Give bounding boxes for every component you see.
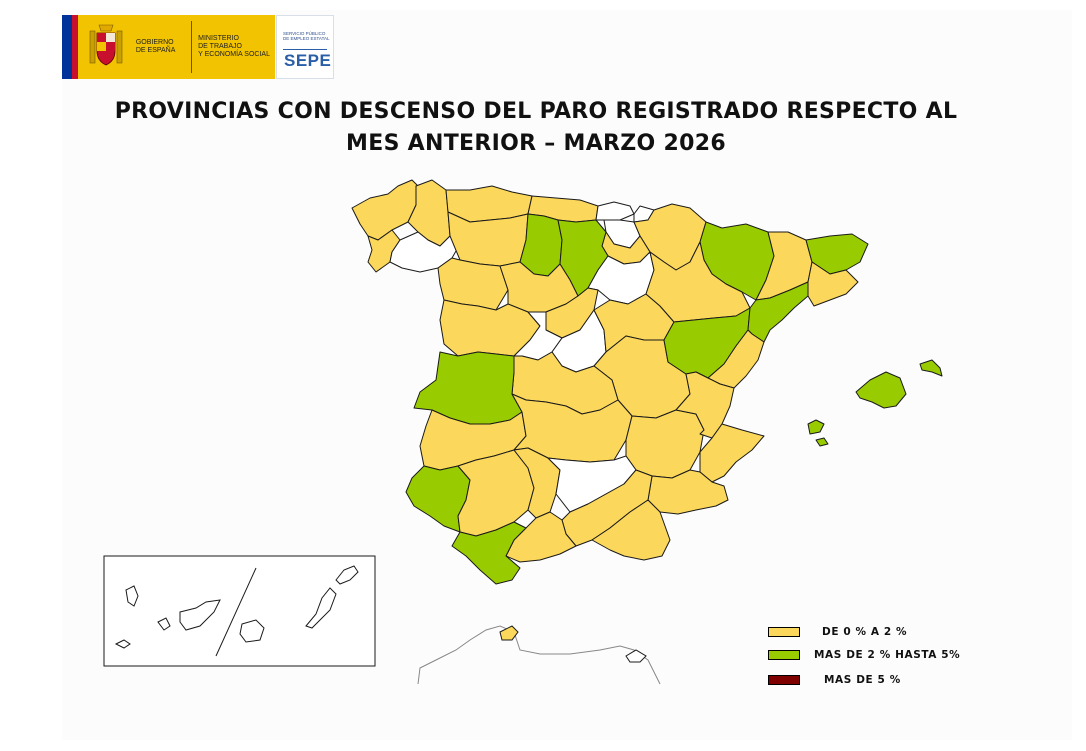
gov-line2: DE ESPAÑA (135, 47, 176, 54)
legend-label-low: DE 0 % A 2 % (822, 626, 908, 638)
coat-of-arms-icon (86, 21, 126, 73)
logo-divider (191, 21, 193, 73)
legend-swatch-low (768, 627, 800, 637)
province-cadiz (451, 521, 527, 585)
legend-item-low: DE 0 % A 2 % (768, 626, 907, 638)
ministry-line2: DE TRABAJO (198, 43, 242, 50)
island-la-gomera (157, 617, 171, 631)
province-zamora (437, 257, 509, 311)
title-line1: PROVINCIAS CON DESCENSO DEL PARO REGISTR… (114, 99, 958, 124)
province-zaragoza (645, 241, 751, 323)
government-text: GOBIERNO DE ESPAÑA (136, 39, 185, 55)
eu-flag-strip (62, 15, 78, 79)
government-logo: GOBIERNO DE ESPAÑA MINISTERIO DE TRABAJO… (62, 15, 275, 79)
sepe-brand: SEPE (284, 51, 332, 70)
sepe-small-line1: SERVICIO PÚBLICO (283, 31, 326, 36)
province-bizkaia (595, 201, 635, 221)
sepe-logo: SERVICIO PÚBLICO DE EMPLEO ESTATAL SEPE (276, 15, 334, 79)
province-a-coruna (351, 179, 421, 241)
legend-label-mid: MAS DE 2 % HASTA 5% (814, 649, 961, 661)
island-el-hierro (114, 639, 131, 649)
province-ciudad-real (511, 393, 633, 463)
island-formentera (815, 437, 829, 447)
africa-coastline (417, 625, 661, 685)
canary-islands-inset (103, 555, 376, 667)
island-gran-canaria (239, 619, 265, 643)
province-caceres (413, 351, 523, 425)
island-ibiza (807, 419, 825, 435)
island-mallorca (855, 371, 907, 409)
north-africa-inset (417, 625, 661, 685)
map-title: PROVINCIAS CON DESCENSO DEL PARO REGISTR… (100, 96, 972, 160)
province-leon (447, 211, 529, 267)
title-line2: MES ANTERIOR – MARZO 2026 (346, 131, 726, 156)
legend-swatch-high (768, 675, 800, 685)
province-albacete (625, 409, 705, 479)
ministry-text: MINISTERIO DE TRABAJO Y ECONOMÍA SOCIAL (198, 35, 275, 59)
island-fuerteventura (305, 587, 337, 629)
island-lanzarote (335, 565, 359, 585)
ministry-line1: MINISTERIO (198, 35, 239, 42)
sepe-subtitle: SERVICIO PÚBLICO DE EMPLEO ESTATAL (283, 31, 331, 41)
sepe-small-line2: DE EMPLEO ESTATAL (283, 36, 330, 41)
island-tenerife (179, 599, 221, 631)
island-la-palma (125, 585, 139, 607)
legend-swatch-mid (768, 650, 800, 660)
legend-label-high: MAS DE 5 % (824, 674, 901, 686)
ceuta (499, 625, 519, 641)
ministry-line3: Y ECONOMÍA SOCIAL (198, 51, 270, 58)
legend-item-high: MAS DE 5 % (768, 674, 901, 686)
melilla (625, 649, 647, 663)
sepe-underline (283, 49, 327, 50)
province-alicante (699, 423, 765, 483)
province-almeria (591, 499, 671, 561)
gov-line1: GOBIERNO (135, 39, 174, 46)
province-sevilla (457, 449, 535, 537)
island-menorca (919, 359, 943, 377)
legend-item-mid: MAS DE 2 % HASTA 5% (768, 649, 960, 661)
